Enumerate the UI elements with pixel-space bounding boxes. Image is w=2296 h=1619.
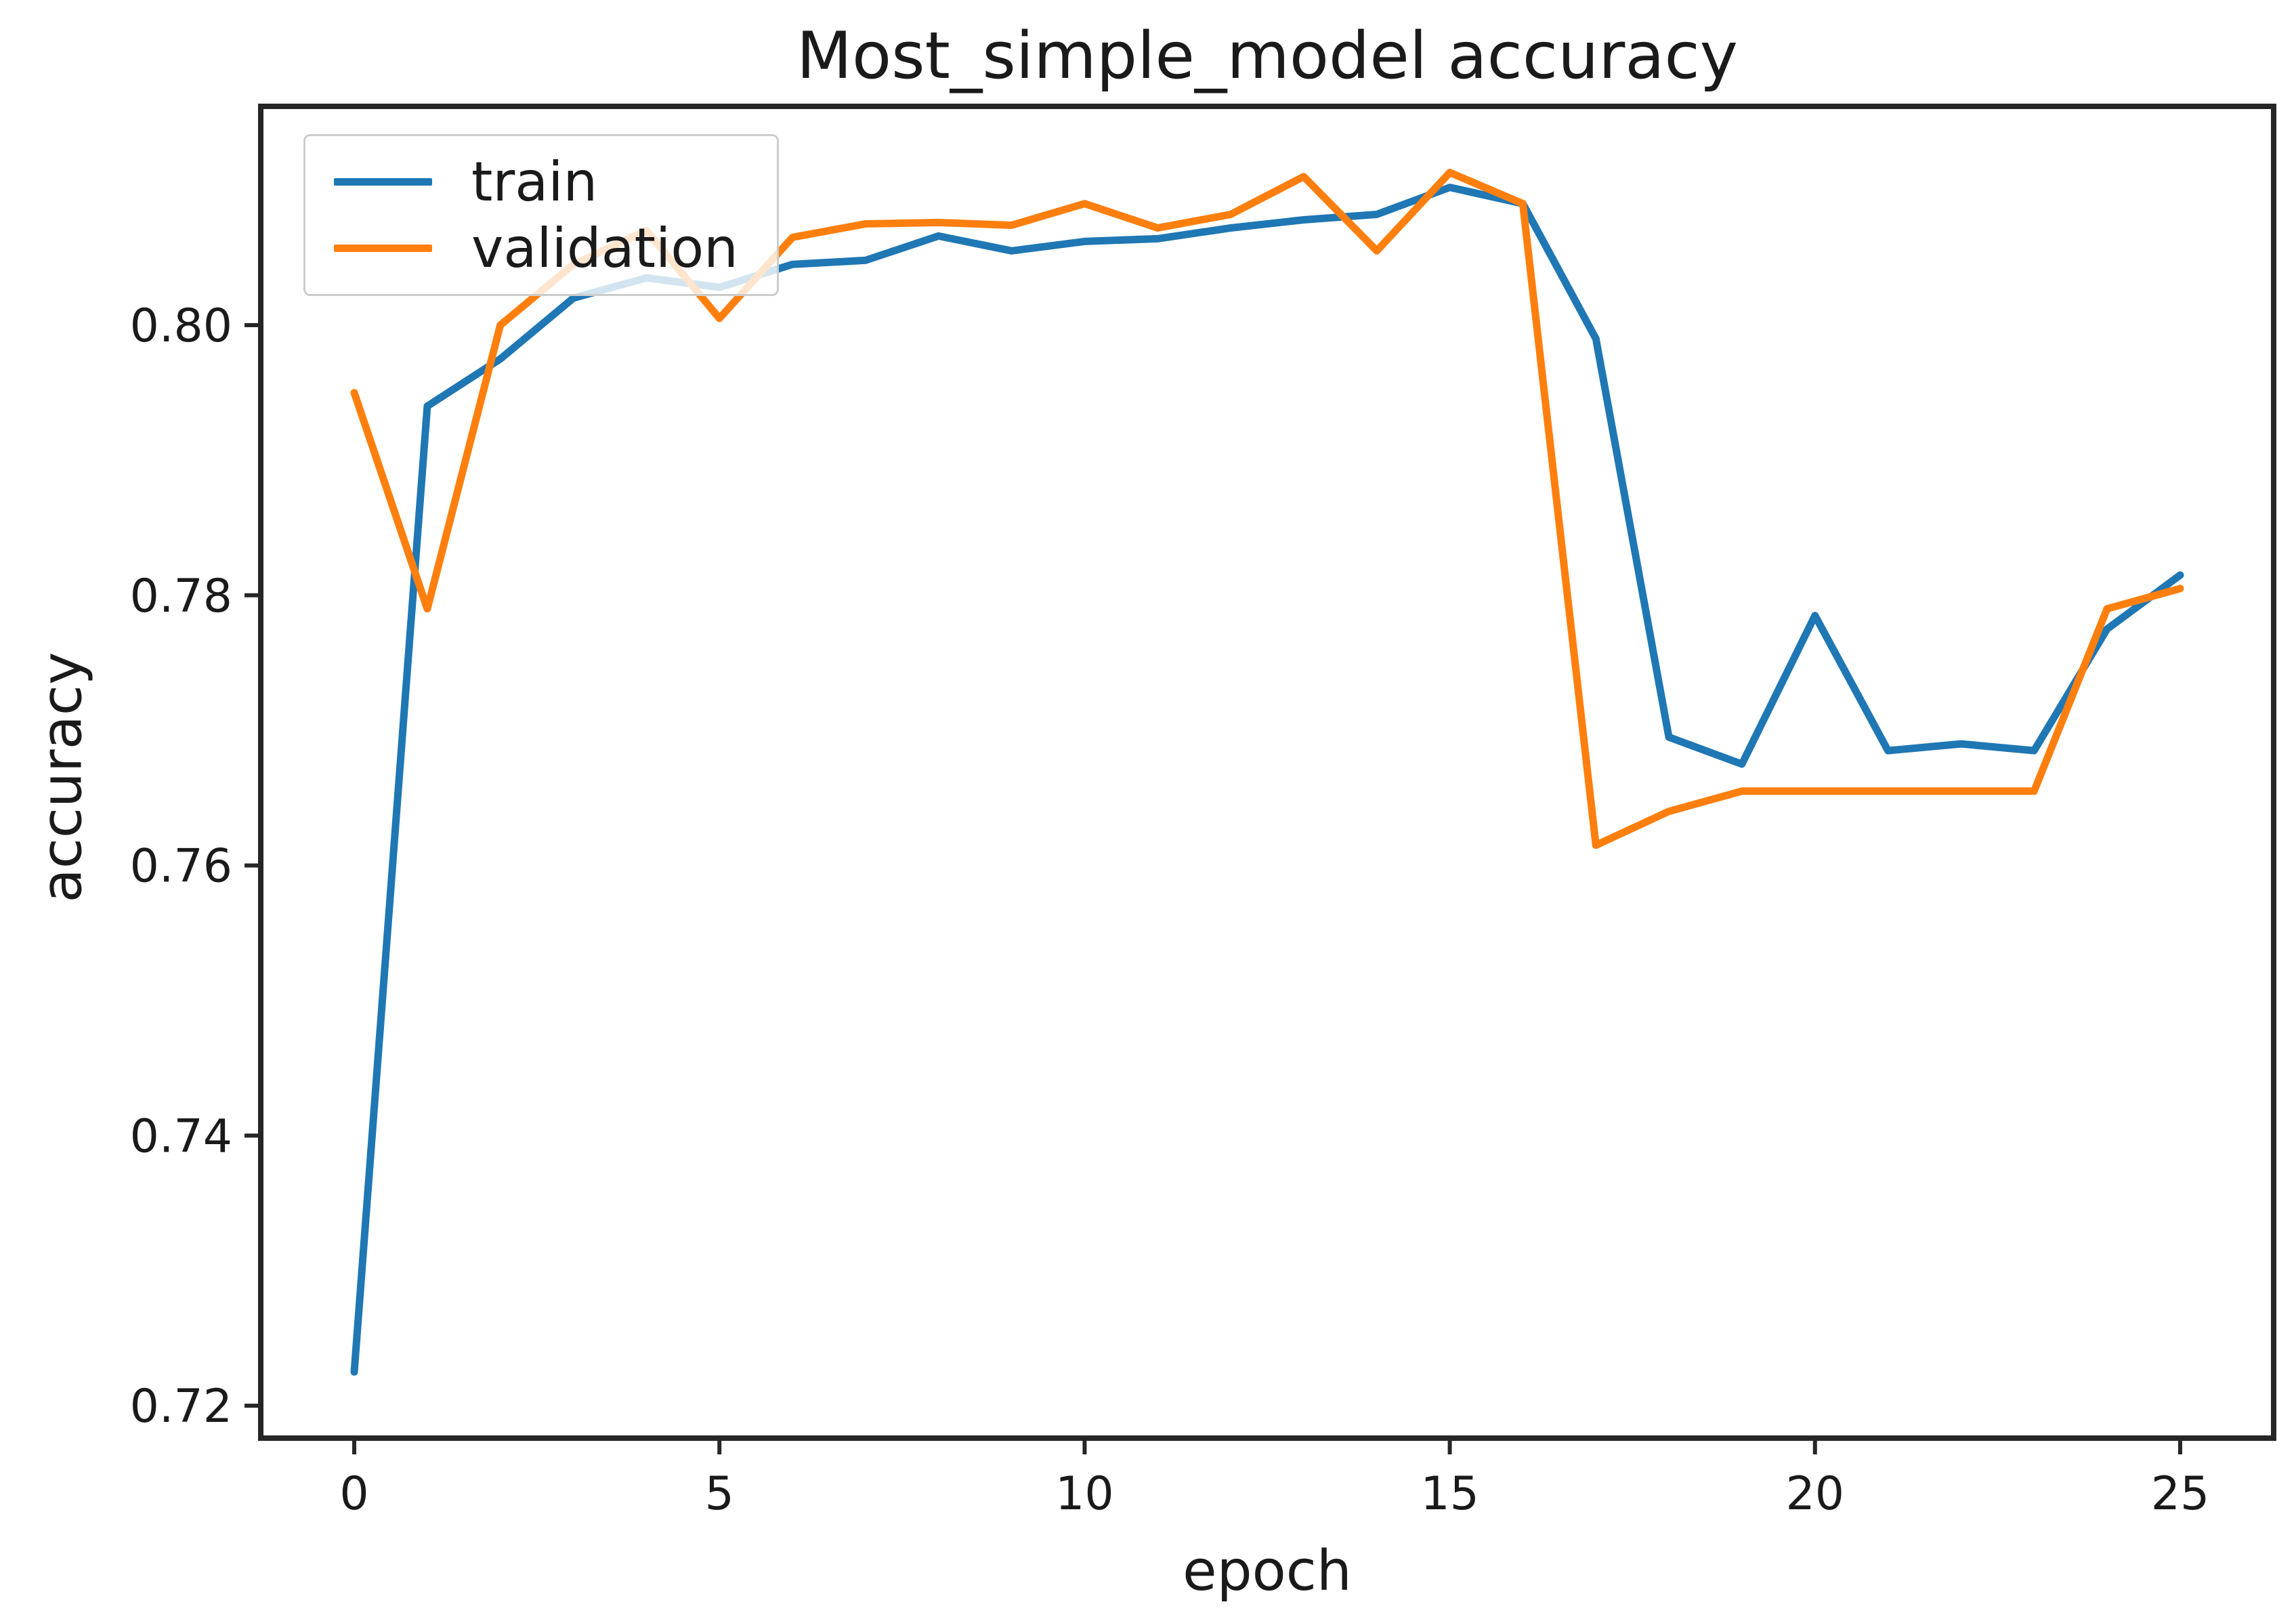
legend-label-train: train: [471, 150, 598, 213]
x-tick-label: 15: [1420, 1467, 1479, 1521]
chart-title: Most_simple_model accuracy: [796, 19, 1739, 93]
y-tick-label: 0.78: [130, 570, 232, 623]
x-tick-label: 20: [1786, 1467, 1845, 1521]
y-tick-label: 0.72: [130, 1380, 232, 1433]
axes-spines: [258, 104, 2276, 1441]
y-tick-label: 0.80: [130, 299, 232, 353]
x-axis-label: epoch: [1183, 1539, 1352, 1603]
y-tick-label: 0.76: [130, 840, 232, 893]
x-tick-label: 0: [339, 1467, 368, 1521]
legend: train validation: [303, 134, 779, 296]
train-line-swatch: [334, 178, 432, 186]
validation-line-swatch: [334, 245, 432, 252]
x-tick-label: 25: [2151, 1467, 2210, 1521]
legend-item-validation: validation: [334, 216, 777, 280]
x-tick-label: 5: [705, 1467, 734, 1521]
legend-item-train: train: [334, 150, 777, 213]
legend-label-validation: validation: [471, 216, 738, 280]
y-axis-label: accuracy: [30, 652, 95, 903]
y-tick-label: 0.74: [130, 1110, 232, 1163]
x-tick-label: 10: [1055, 1467, 1114, 1521]
train-line: [350, 184, 2184, 1376]
